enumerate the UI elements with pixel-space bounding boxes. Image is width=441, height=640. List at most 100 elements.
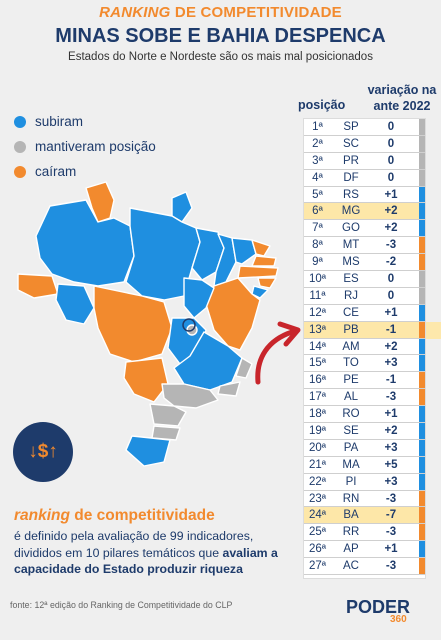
map-state-rr bbox=[85, 181, 115, 223]
table-row: 26ª AP +1 bbox=[304, 541, 425, 559]
cell-change: +3 bbox=[384, 475, 398, 488]
change-color-bar bbox=[419, 271, 425, 287]
source-note: fonte: 12ª edição do Ranking de Competit… bbox=[10, 600, 233, 610]
map-state-se bbox=[251, 285, 269, 299]
map-state-ce bbox=[231, 237, 257, 265]
poder360-logo: PODER 360 bbox=[346, 597, 410, 625]
table-row: 20ª PA +3 bbox=[304, 439, 425, 457]
cell-position: 9ª bbox=[312, 256, 323, 269]
map-state-mt bbox=[93, 285, 173, 363]
cell-position: 26ª bbox=[308, 543, 327, 556]
table-row: 16ª PE -1 bbox=[304, 372, 425, 390]
cell-position: 2ª bbox=[312, 137, 323, 150]
change-color-bar bbox=[419, 490, 425, 507]
cell-state: CE bbox=[343, 306, 359, 319]
change-color-bar bbox=[419, 135, 425, 152]
legend-item-up: subiram bbox=[14, 109, 156, 134]
change-color-bar bbox=[419, 423, 425, 439]
map-state-pe bbox=[237, 265, 279, 279]
map-state-ms bbox=[123, 357, 169, 403]
table-row: 12ª CE +1 bbox=[304, 304, 425, 322]
definition-heading: ranking de competitividade bbox=[14, 507, 304, 525]
map-state-ac bbox=[17, 273, 59, 299]
cell-position: 23ª bbox=[308, 492, 327, 505]
cell-position: 10ª bbox=[308, 272, 327, 285]
cell-state: BA bbox=[343, 509, 359, 522]
table-row: 1ª SP 0 bbox=[304, 119, 425, 136]
cell-change: -3 bbox=[385, 560, 397, 573]
legend-label-down: caíram bbox=[35, 164, 77, 179]
cell-change: 0 bbox=[387, 137, 395, 150]
cell-state: AP bbox=[343, 543, 359, 556]
cell-state: SC bbox=[343, 137, 359, 150]
cell-change: +2 bbox=[384, 424, 398, 437]
map-state-pr bbox=[149, 403, 187, 427]
cell-change: -3 bbox=[385, 391, 397, 404]
definition-heading-rest: de competitividade bbox=[69, 507, 215, 524]
legend-dot-same bbox=[14, 140, 26, 153]
change-color-bar bbox=[419, 119, 425, 135]
cell-position: 27ª bbox=[308, 560, 327, 573]
map-state-rj bbox=[217, 381, 241, 397]
map-state-sc bbox=[151, 425, 181, 441]
definition-heading-italic: ranking bbox=[14, 507, 70, 524]
cell-change: 0 bbox=[387, 272, 395, 285]
legend-item-same: mantiveram posição bbox=[14, 134, 156, 159]
map-state-am bbox=[35, 199, 135, 287]
map-state-pb bbox=[251, 255, 277, 267]
change-color-bar bbox=[419, 524, 425, 541]
cell-change: -7 bbox=[385, 509, 397, 522]
definition-body-plain: é definido pela avaliação de 99 indicado… bbox=[14, 529, 254, 560]
cell-position: 7ª bbox=[312, 222, 323, 235]
table-row: 14ª AM +2 bbox=[304, 338, 425, 356]
change-color-bar bbox=[419, 287, 425, 304]
map-highlight-mg bbox=[182, 318, 196, 332]
cell-state: RR bbox=[342, 526, 360, 539]
cell-position: 24ª bbox=[308, 509, 327, 522]
table-row: 7ª GO +2 bbox=[304, 220, 425, 238]
cell-position: 3ª bbox=[312, 154, 323, 167]
change-color-bar bbox=[419, 473, 425, 490]
kicker-rest: DE COMPETITIVIDADE bbox=[170, 4, 342, 21]
table-row: 10ª ES 0 bbox=[304, 271, 425, 288]
change-color-bar bbox=[419, 152, 425, 169]
cell-change: +1 bbox=[384, 408, 398, 421]
cell-state: RO bbox=[342, 408, 360, 421]
cell-state: PR bbox=[343, 154, 359, 167]
table-row: 13ª PB -1 bbox=[304, 321, 425, 339]
map-state-sp bbox=[161, 383, 219, 409]
cell-state: AL bbox=[343, 391, 359, 404]
legend-label-up: subiram bbox=[35, 114, 84, 129]
cell-position: 20ª bbox=[308, 441, 327, 454]
cell-position: 18ª bbox=[308, 408, 327, 421]
table-row: 22ª PI +3 bbox=[304, 473, 425, 491]
change-color-bar bbox=[419, 372, 425, 389]
cell-change: +1 bbox=[384, 543, 398, 556]
change-color-bar bbox=[419, 541, 425, 558]
cell-change: 0 bbox=[387, 154, 395, 167]
cell-state: SP bbox=[343, 120, 359, 133]
cell-state: MT bbox=[342, 239, 360, 252]
cell-change: 0 bbox=[387, 120, 395, 133]
change-color-bar bbox=[419, 558, 425, 575]
cell-position: 16ª bbox=[308, 374, 327, 387]
cell-position: 1ª bbox=[312, 120, 323, 133]
cell-state: MA bbox=[342, 458, 360, 471]
cell-position: 12ª bbox=[308, 306, 327, 319]
cell-position: 14ª bbox=[308, 340, 327, 353]
map-state-to bbox=[183, 277, 215, 319]
cell-change: -3 bbox=[385, 526, 397, 539]
cell-change: +1 bbox=[384, 188, 398, 201]
cell-change: +1 bbox=[384, 306, 398, 319]
cell-position: 21ª bbox=[308, 458, 327, 471]
table-row: 3ª PR 0 bbox=[304, 152, 425, 170]
cell-change: +3 bbox=[384, 357, 398, 370]
table-row: 21ª MA +5 bbox=[304, 456, 425, 474]
cell-state: MS bbox=[342, 256, 360, 269]
cell-position: 6ª bbox=[312, 205, 323, 218]
column-header-position: posição bbox=[298, 98, 346, 112]
cell-position: 15ª bbox=[308, 357, 327, 370]
change-color-bar bbox=[419, 439, 425, 456]
kicker: RANKING DE COMPETITIVIDADE bbox=[0, 4, 441, 21]
cell-state: SE bbox=[343, 424, 359, 437]
